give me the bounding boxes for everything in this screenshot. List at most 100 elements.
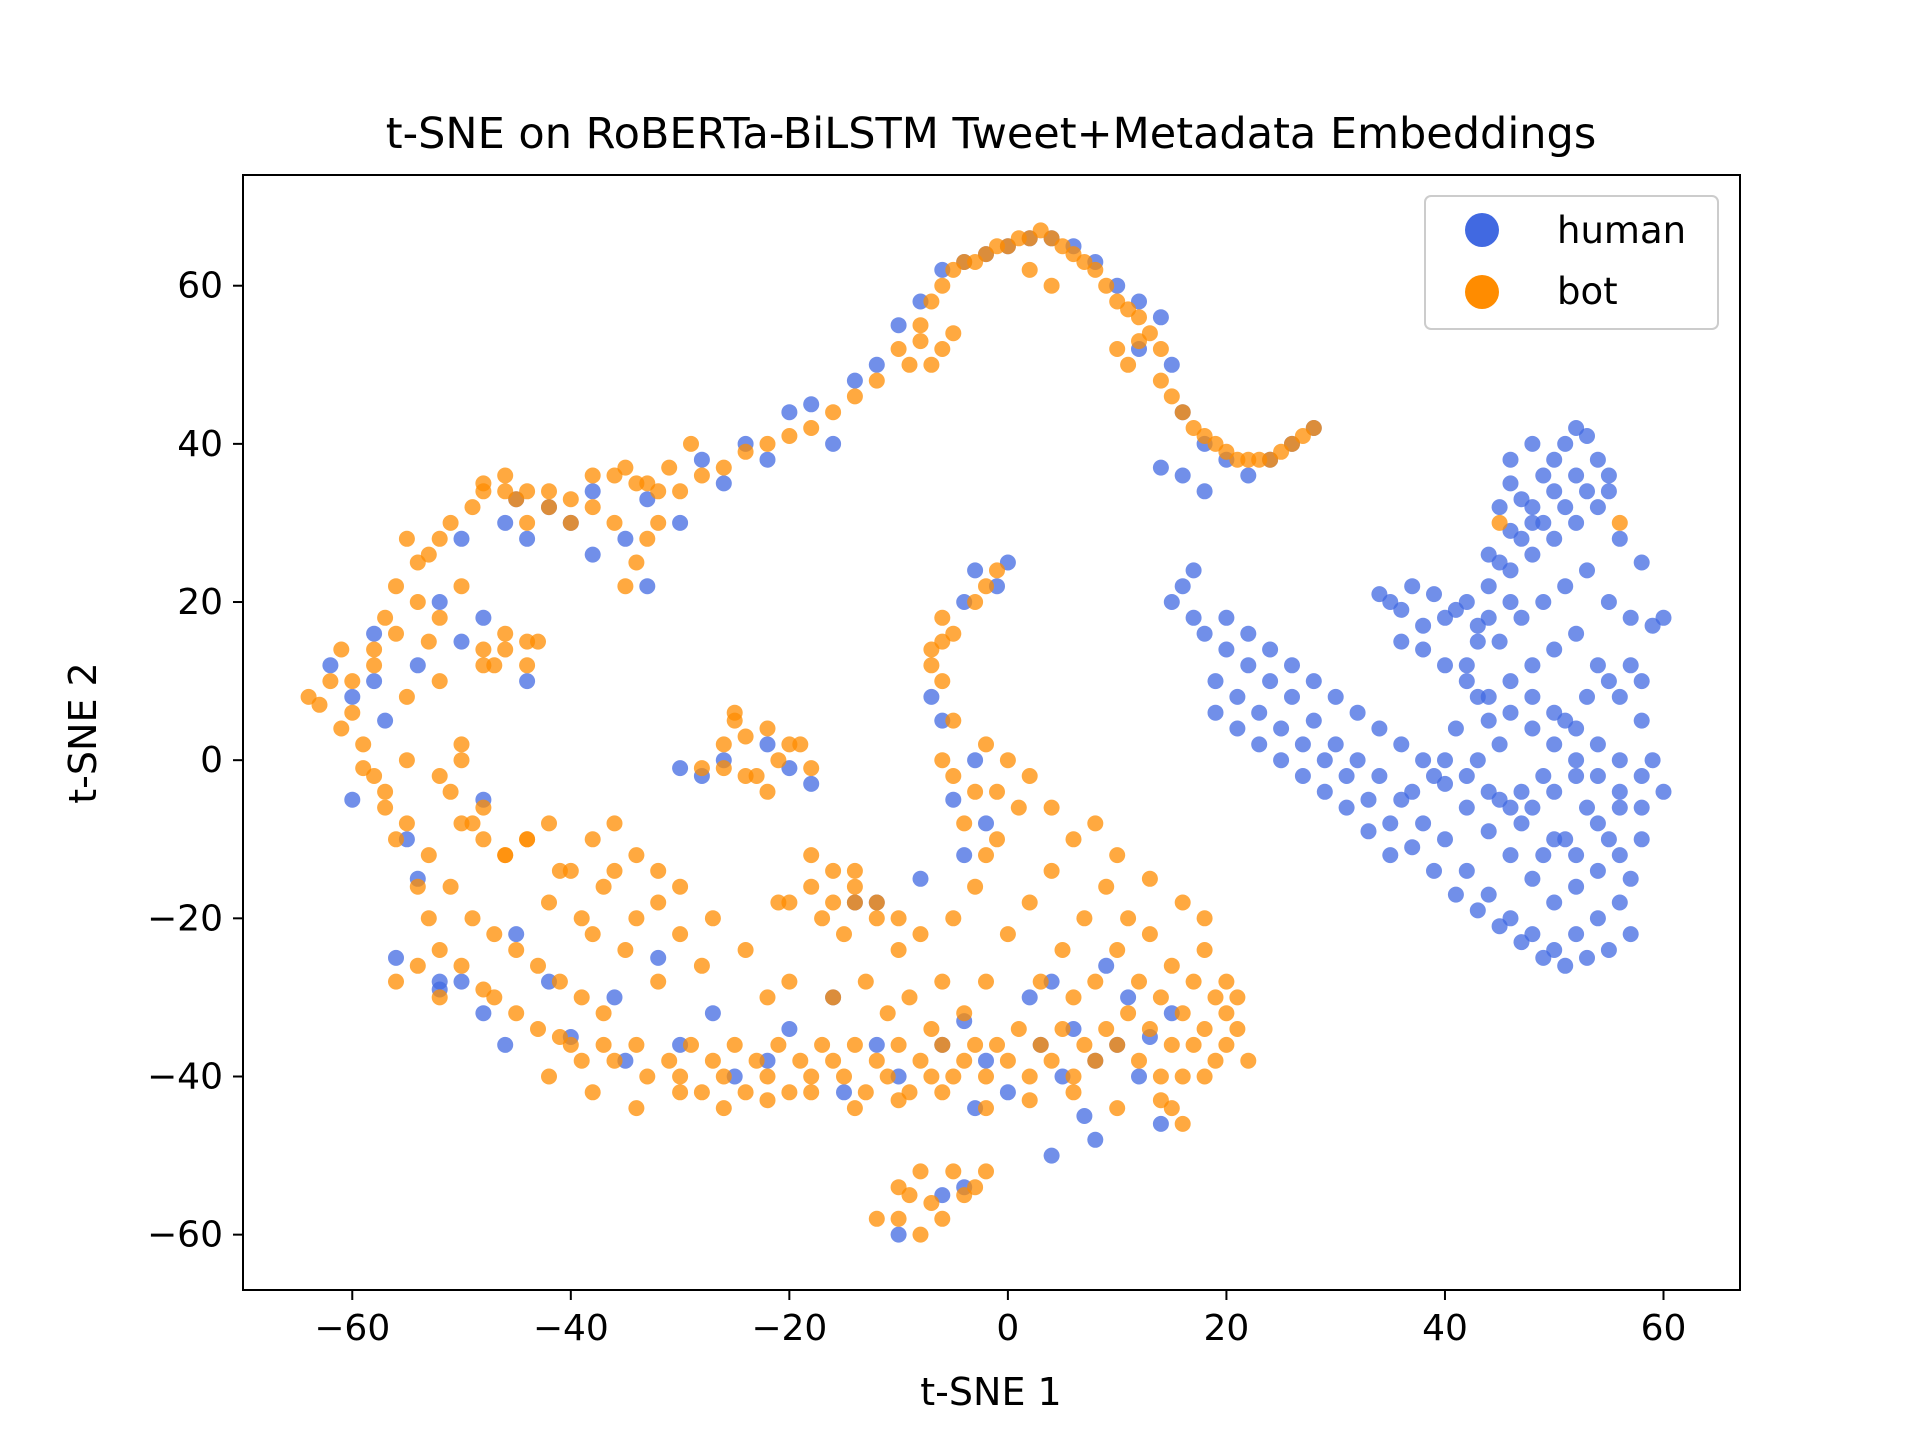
point-human	[704, 1005, 721, 1022]
point-bot	[541, 894, 557, 911]
point-bot	[1043, 277, 1060, 294]
point-bot	[584, 499, 601, 516]
point-bot	[967, 594, 984, 610]
point-bot	[934, 341, 951, 357]
point-human	[1546, 783, 1563, 800]
point-bot	[934, 1036, 951, 1053]
point-human	[1513, 609, 1530, 626]
point-bot	[409, 957, 426, 974]
point-bot	[1109, 1036, 1126, 1053]
point-human	[1557, 957, 1574, 974]
point-bot	[595, 1005, 612, 1022]
point-bot	[934, 673, 951, 690]
point-bot	[1218, 1036, 1235, 1053]
point-human	[1589, 657, 1606, 674]
point-bot	[759, 989, 776, 1006]
point-human	[1458, 594, 1475, 610]
point-bot	[1218, 973, 1235, 990]
point-bot	[737, 768, 754, 784]
x-axis-label: t-SNE 1	[920, 1370, 1061, 1414]
point-human	[1524, 799, 1541, 816]
point-human	[1546, 704, 1563, 721]
point-human	[1600, 594, 1617, 610]
point-bot	[912, 317, 929, 334]
point-bot	[1054, 942, 1071, 958]
point-bot	[825, 989, 842, 1006]
point-bot	[562, 1036, 579, 1053]
plot-frame	[242, 174, 1741, 1291]
point-human	[1600, 942, 1617, 958]
point-human	[1437, 775, 1453, 792]
point-bot	[497, 467, 514, 484]
point-bot	[1021, 261, 1038, 278]
point-human	[1371, 768, 1388, 784]
point-bot	[1491, 514, 1508, 531]
point-human	[1415, 641, 1432, 658]
point-bot	[934, 973, 951, 990]
point-bot	[431, 989, 448, 1006]
point-bot	[715, 736, 732, 753]
point-bot	[857, 973, 874, 990]
point-human	[803, 396, 820, 413]
point-bot	[989, 1036, 1005, 1053]
point-human	[1447, 720, 1464, 737]
point-human	[803, 775, 820, 792]
point-human	[1535, 949, 1552, 966]
point-bot	[693, 957, 710, 974]
point-bot	[606, 1052, 623, 1069]
point-bot	[530, 957, 546, 974]
point-human	[1589, 910, 1606, 927]
point-bot	[1185, 420, 1202, 436]
legend-swatch-human	[1465, 213, 1499, 247]
point-bot	[912, 333, 929, 350]
point-bot	[420, 633, 437, 650]
point-bot	[1131, 1052, 1147, 1069]
point-bot	[508, 1005, 525, 1022]
point-bot	[726, 704, 743, 721]
point-bot	[388, 578, 404, 595]
point-bot	[857, 1084, 874, 1101]
point-human	[1622, 926, 1639, 943]
point-human	[322, 657, 339, 674]
point-human	[1458, 768, 1475, 784]
point-bot	[923, 1021, 940, 1037]
point-human	[1054, 1068, 1071, 1085]
point-human	[1557, 578, 1574, 595]
point-bot	[519, 657, 536, 674]
point-human	[584, 546, 601, 563]
point-human	[1152, 1115, 1169, 1132]
point-human	[1568, 768, 1585, 784]
point-bot	[420, 546, 437, 563]
point-bot	[606, 467, 623, 484]
point-bot	[759, 435, 776, 452]
point-bot	[431, 609, 448, 626]
point-bot	[704, 910, 721, 927]
point-bot	[453, 578, 470, 595]
point-bot	[934, 1084, 951, 1101]
point-human	[1207, 704, 1224, 721]
point-bot	[781, 428, 798, 444]
point-human	[1655, 783, 1672, 800]
point-human	[1163, 356, 1180, 373]
point-bot	[377, 609, 394, 626]
point-bot	[1043, 799, 1060, 816]
point-bot	[639, 1068, 656, 1085]
point-bot	[1098, 878, 1115, 895]
point-bot	[1010, 799, 1027, 816]
point-bot	[388, 625, 404, 642]
point-bot	[683, 1036, 699, 1053]
point-bot	[344, 673, 361, 690]
point-bot	[617, 578, 634, 595]
point-human	[1437, 831, 1453, 848]
point-bot	[1163, 957, 1180, 974]
point-human	[1546, 894, 1563, 911]
point-bot	[814, 910, 831, 927]
point-bot	[704, 1052, 721, 1069]
point-bot	[541, 499, 557, 516]
point-bot	[453, 752, 470, 769]
point-bot	[475, 657, 492, 674]
point-bot	[475, 641, 492, 658]
point-human	[1524, 435, 1541, 452]
point-bot	[355, 736, 372, 753]
point-bot	[650, 514, 667, 531]
